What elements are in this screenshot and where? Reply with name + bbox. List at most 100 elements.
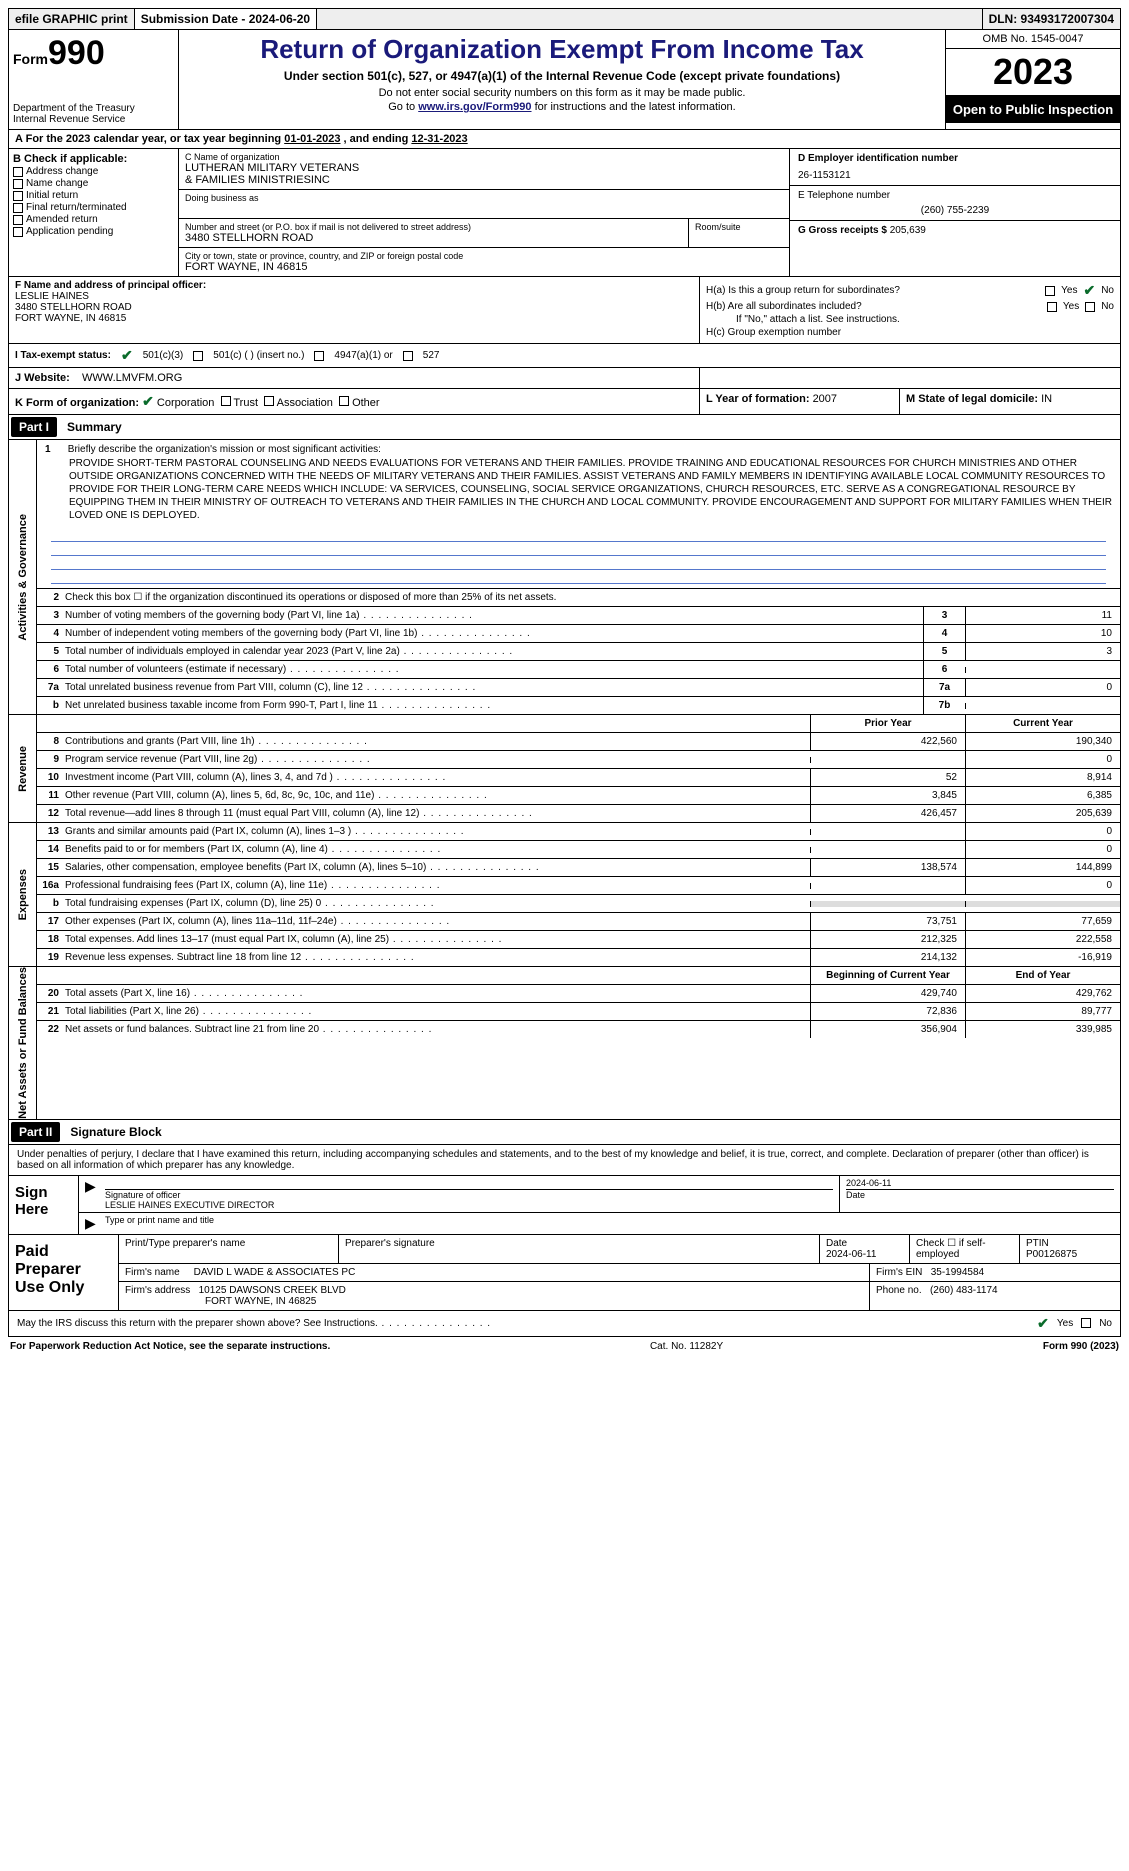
form-link[interactable]: www.irs.gov/Form990 (418, 101, 531, 113)
i-chk4[interactable] (403, 351, 413, 361)
section-bcd: B Check if applicable: Address changeNam… (8, 149, 1121, 277)
current-value: 89,777 (965, 1003, 1120, 1020)
sign-here-label: Sign Here (9, 1176, 79, 1234)
officer-name: LESLIE HAINES (15, 291, 693, 302)
col-b: B Check if applicable: Address changeNam… (9, 149, 179, 276)
line-num: 21 (37, 1006, 65, 1017)
hb-no-box[interactable] (1085, 302, 1095, 312)
k-opt1: Corporation (157, 397, 214, 409)
prior-value (810, 829, 965, 835)
checkbox[interactable] (13, 215, 23, 225)
checkbox[interactable] (13, 227, 23, 237)
part1-tag: Part I (11, 417, 57, 437)
line-num: 8 (37, 736, 65, 747)
dept-treasury: Department of the Treasury (13, 103, 174, 114)
paid-prep-label: Paid Preparer Use Only (9, 1235, 119, 1310)
line-desc: Investment income (Part VIII, column (A)… (65, 769, 810, 786)
arrow-icon: ▶ (79, 1176, 99, 1212)
prior-value: 422,560 (810, 733, 965, 750)
i-chk2[interactable] (193, 351, 203, 361)
l-value: 2007 (813, 393, 837, 405)
line-box: 4 (923, 625, 965, 642)
omb-number: OMB No. 1545-0047 (946, 30, 1120, 49)
line-num: 15 (37, 862, 65, 873)
part1-header: Part I Summary (8, 415, 1121, 440)
line-desc: Salaries, other compensation, employee b… (65, 859, 810, 876)
k-opt4: Other (352, 397, 380, 409)
summary-line: bNet unrelated business taxable income f… (37, 697, 1120, 714)
j-label: J Website: (15, 372, 70, 384)
hb-yes-box[interactable] (1047, 302, 1057, 312)
part2-tag: Part II (11, 1122, 60, 1142)
m-cell: M State of legal domicile: IN (900, 389, 1120, 414)
may-discuss-text: May the IRS discuss this return with the… (17, 1318, 491, 1329)
netassets-section: Net Assets or Fund Balances Beginning of… (8, 967, 1121, 1120)
line-num: 4 (37, 628, 65, 639)
k-chk4[interactable] (339, 396, 349, 406)
firm-addr2: FORT WAYNE, IN 46825 (125, 1296, 316, 1307)
line-desc: Other expenses (Part IX, column (A), lin… (65, 913, 810, 930)
col-h: H(a) Is this a group return for subordin… (700, 277, 1120, 343)
current-value: 205,639 (965, 805, 1120, 822)
row-fh: F Name and address of principal officer:… (8, 277, 1121, 344)
checkbox[interactable] (13, 203, 23, 213)
b-option: Application pending (13, 226, 174, 237)
phone-label: E Telephone number (798, 190, 1112, 201)
discuss-no-box[interactable] (1081, 1318, 1091, 1328)
form-subtitle-1: Under section 501(c), 527, or 4947(a)(1)… (187, 69, 937, 83)
a-text-pre: For the 2023 calendar year, or tax year … (26, 133, 285, 145)
row-a: A For the 2023 calendar year, or tax yea… (8, 130, 1121, 149)
data-line: 21Total liabilities (Part X, line 26)72,… (37, 1003, 1120, 1021)
data-line: 8Contributions and grants (Part VIII, li… (37, 733, 1120, 751)
sig-of-officer-label: Signature of officer (105, 1190, 833, 1200)
hc-cell (700, 368, 1120, 388)
part2-header: Part II Signature Block (8, 1120, 1121, 1145)
form-subtitle-3: Go to www.irs.gov/Form990 for instructio… (187, 101, 937, 113)
line-box: 3 (923, 607, 965, 624)
line-num: 14 (37, 844, 65, 855)
part1-title: Summary (59, 420, 122, 434)
i-chk3[interactable] (314, 351, 324, 361)
b-option-label: Application pending (26, 226, 113, 237)
k-opt3: Association (277, 397, 333, 409)
prior-value (810, 757, 965, 763)
b-option-label: Initial return (26, 190, 78, 201)
line-num: 22 (37, 1024, 65, 1035)
org-name-1: LUTHERAN MILITARY VETERANS (185, 162, 783, 174)
date-label: Date (846, 1190, 1114, 1200)
k-chk3[interactable] (264, 396, 274, 406)
prior-value (810, 847, 965, 853)
b-option: Initial return (13, 190, 174, 201)
row-klm: K Form of organization: ✔ Corporation Tr… (8, 389, 1121, 415)
line-desc: Benefits paid to or for members (Part IX… (65, 841, 810, 858)
line-num: 18 (37, 934, 65, 945)
mission-text: PROVIDE SHORT-TERM PASTORAL COUNSELING A… (45, 455, 1112, 524)
hc-label: H(c) Group exemption number (706, 327, 841, 338)
current-value: 339,985 (965, 1021, 1120, 1038)
current-value (965, 901, 1120, 907)
blank-line (51, 556, 1106, 570)
line-box: 7b (923, 697, 965, 714)
firm-name-label: Firm's name (125, 1267, 180, 1278)
footer-left: For Paperwork Reduction Act Notice, see … (10, 1341, 330, 1352)
officer-name-title: LESLIE HAINES EXECUTIVE DIRECTOR (105, 1200, 833, 1210)
ha-yes-box[interactable] (1045, 286, 1055, 296)
summary-line: 3Number of voting members of the governi… (37, 607, 1120, 625)
i-opt2: 501(c) ( ) (insert no.) (213, 350, 304, 361)
k-cell: K Form of organization: ✔ Corporation Tr… (9, 389, 700, 414)
dba-label: Doing business as (185, 193, 783, 203)
checkbox[interactable] (13, 167, 23, 177)
i-opt4: 527 (423, 350, 440, 361)
checkbox[interactable] (13, 179, 23, 189)
k-chk2[interactable] (221, 396, 231, 406)
data-line: 16aProfessional fundraising fees (Part I… (37, 877, 1120, 895)
line-box: 5 (923, 643, 965, 660)
checkbox[interactable] (13, 191, 23, 201)
yes-label-3: Yes (1057, 1318, 1073, 1329)
line-desc: Number of voting members of the governin… (65, 607, 923, 624)
line-value: 3 (965, 643, 1120, 660)
b-option: Name change (13, 178, 174, 189)
firm-phone-label: Phone no. (876, 1285, 922, 1296)
row-i: I Tax-exempt status: ✔501(c)(3) 501(c) (… (8, 344, 1121, 368)
prior-value: 72,836 (810, 1003, 965, 1020)
